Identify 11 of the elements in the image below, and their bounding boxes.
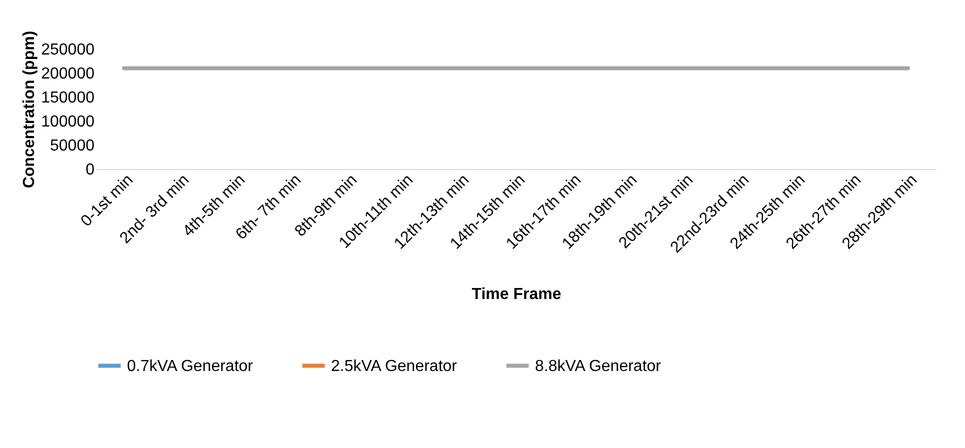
legend-label: 2.5kVA Generator xyxy=(331,358,458,375)
y-tick-label: 100000 xyxy=(41,114,95,130)
legend-label: 0.7kVA Generator xyxy=(127,358,254,375)
legend-label: 8.8kVA Generator xyxy=(535,358,662,375)
y-tick-label: 0 xyxy=(86,162,95,178)
y-tick-label: 150000 xyxy=(41,90,95,106)
x-axis-title: Time Frame xyxy=(472,286,562,303)
y-tick-label: 200000 xyxy=(41,66,95,82)
y-tick-label: 50000 xyxy=(50,138,95,154)
y-tick-label: 250000 xyxy=(41,42,95,58)
y-axis-title: Concentration (ppm) xyxy=(21,30,38,188)
